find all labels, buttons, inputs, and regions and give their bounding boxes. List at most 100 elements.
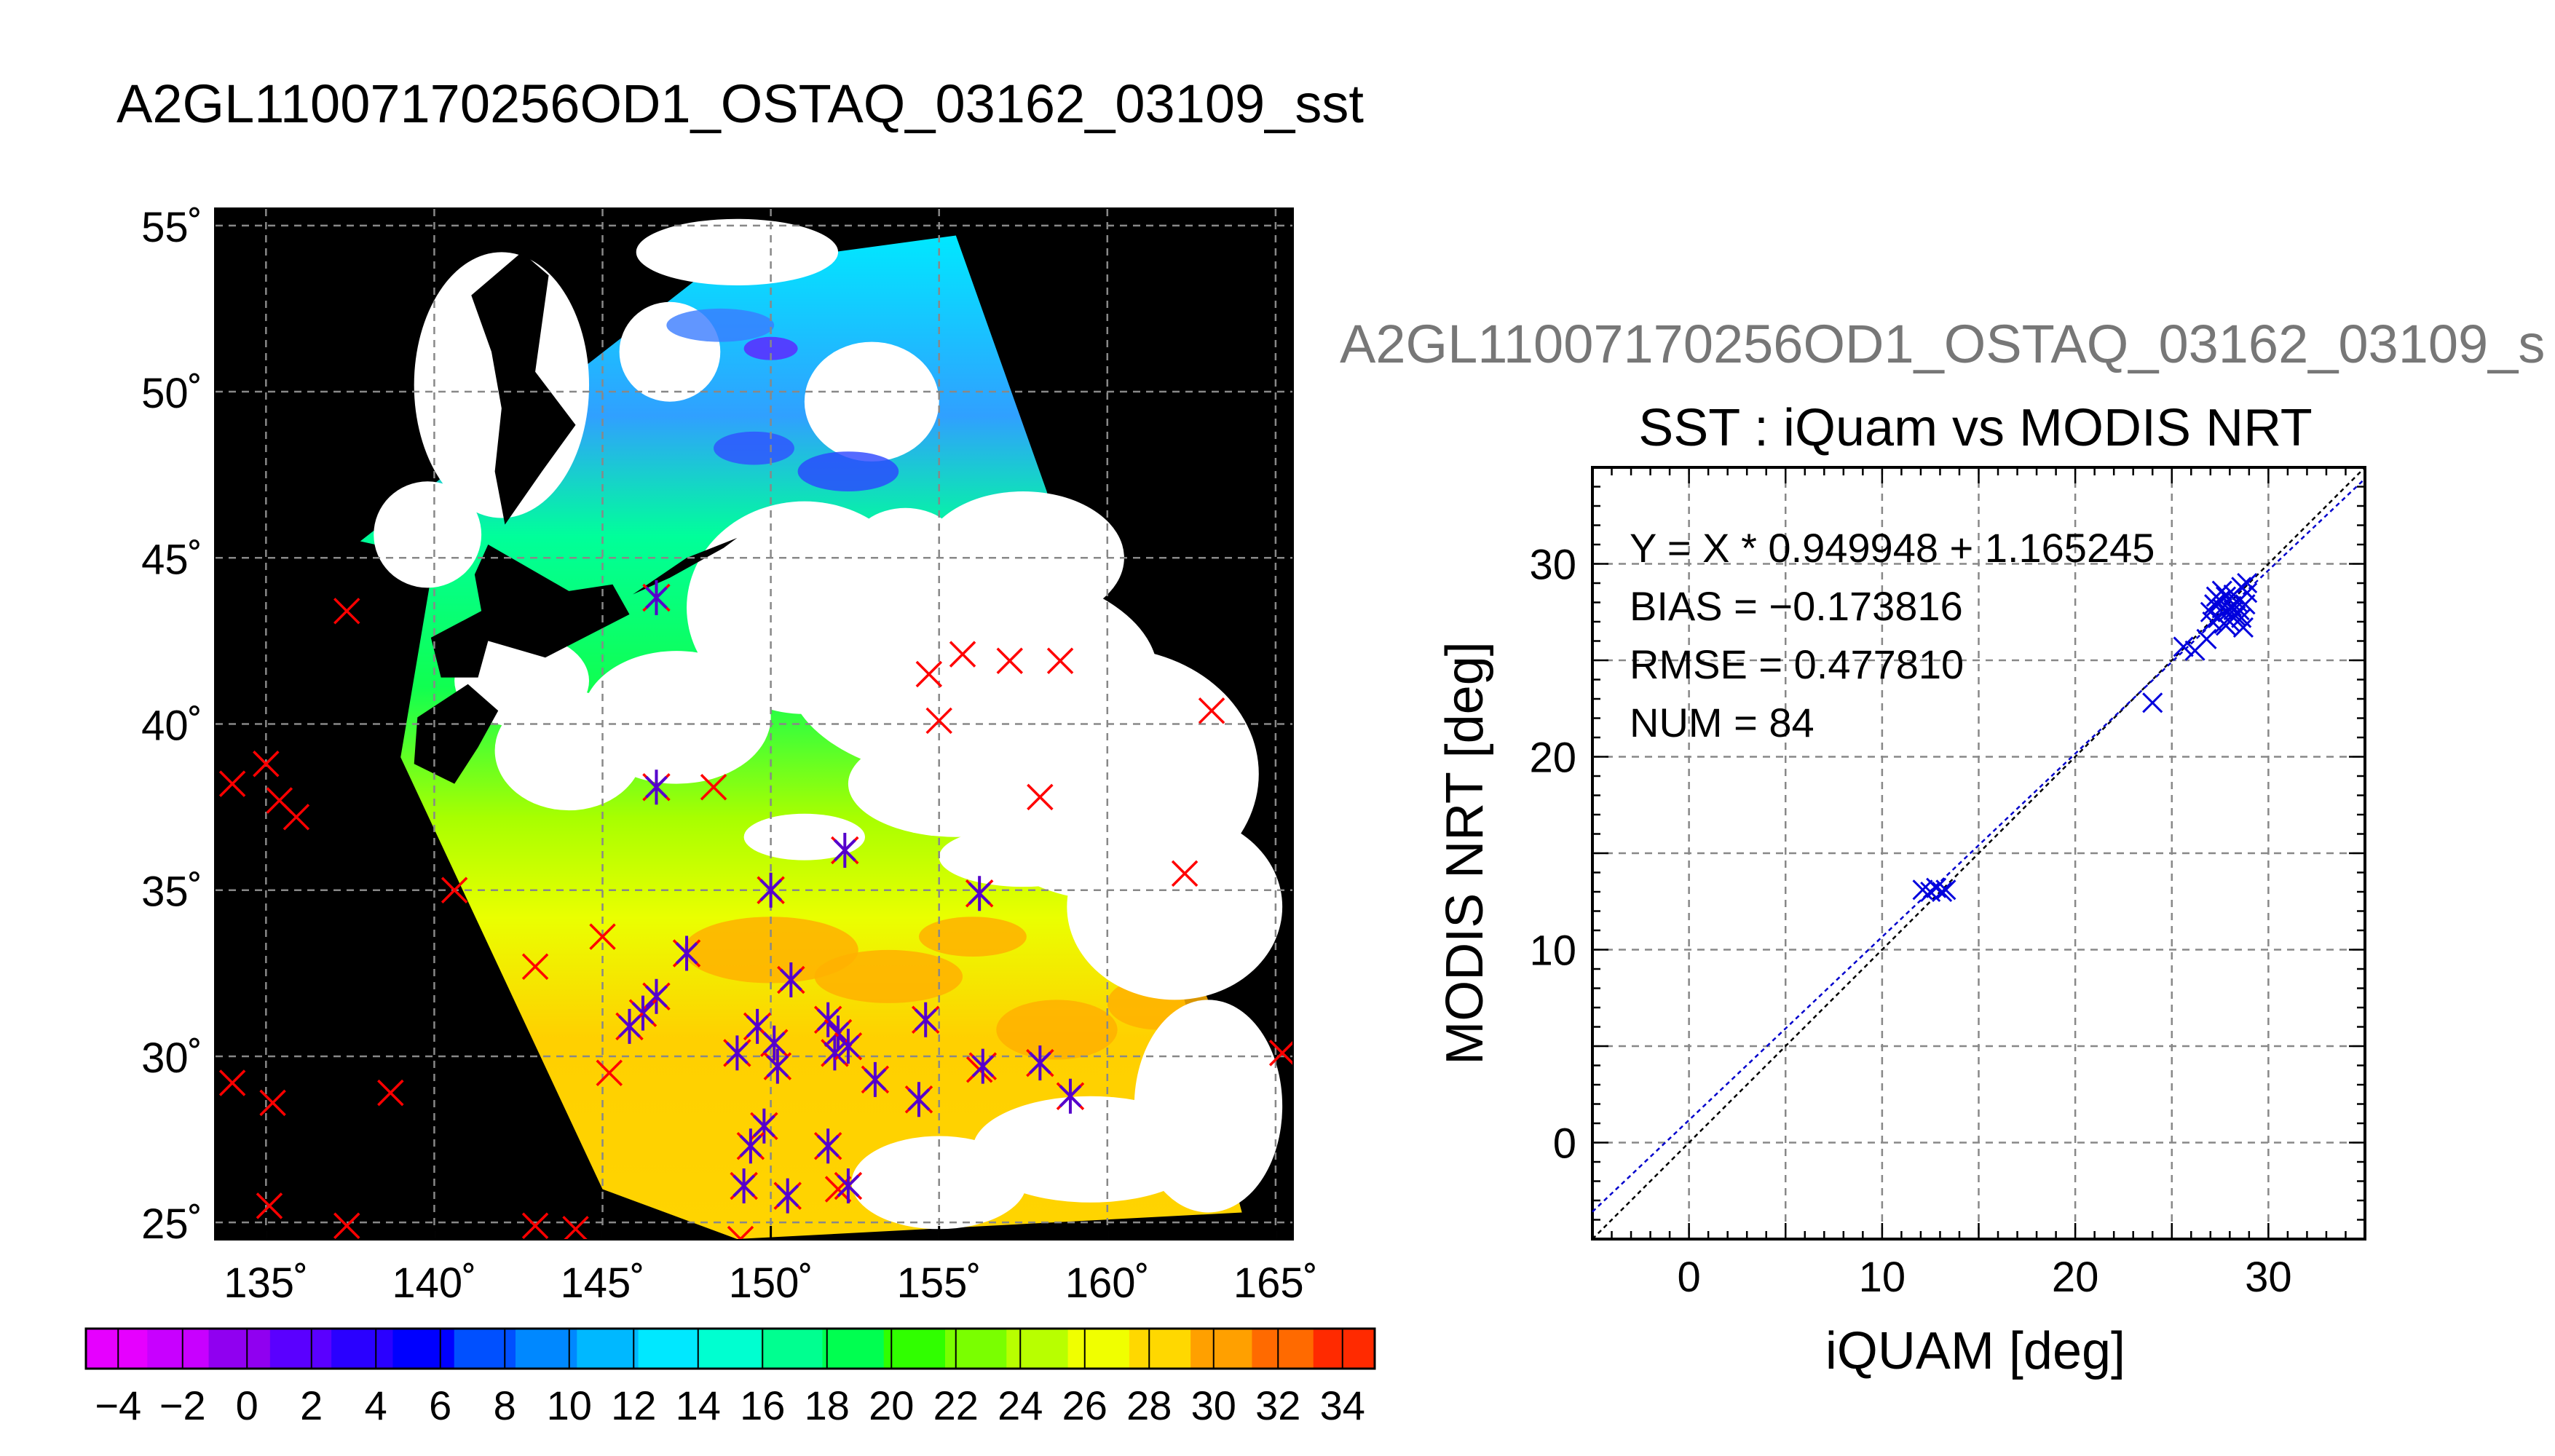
- star-diag: [752, 1115, 775, 1138]
- x-stroke: [1935, 879, 1956, 901]
- x-stroke: [253, 751, 280, 778]
- star-matchup-marker: [642, 769, 671, 805]
- star-diag: [824, 1041, 846, 1064]
- red-matchup-marker: [915, 660, 943, 688]
- colorbar-cell: [1067, 1329, 1130, 1369]
- map-y-tick-label: 30˚: [141, 1034, 202, 1082]
- colorbar-tick-label: 0: [236, 1382, 258, 1428]
- x-stroke: [1171, 860, 1198, 887]
- x-stroke: [700, 773, 727, 801]
- colorbar-cell: [699, 1329, 762, 1369]
- star-matchup-marker: [773, 1178, 802, 1214]
- colorbar-tick-label: 34: [1320, 1382, 1365, 1428]
- star-matchup-marker: [831, 832, 859, 868]
- scatter-point: [2173, 636, 2194, 657]
- scatter-y-tick-label: 10: [1529, 927, 1576, 975]
- star-diag: [645, 775, 668, 799]
- x-stroke: [259, 1089, 286, 1117]
- star-matchup-marker: [834, 1029, 863, 1064]
- red-matchup-marker: [1198, 697, 1225, 724]
- cloud-patch: [848, 730, 1064, 837]
- colorbar-tick-label: 30: [1191, 1382, 1236, 1428]
- star-diag: [971, 1055, 995, 1078]
- x-axis-label: iQUAM [deg]: [1825, 1322, 2125, 1380]
- star-matchup-marker: [904, 1082, 933, 1117]
- colorbar-tick-label: −4: [95, 1382, 141, 1428]
- warm-patch: [918, 917, 1027, 957]
- colorbar-tick-label: 10: [547, 1382, 592, 1428]
- star-matchup-marker: [757, 872, 785, 908]
- cold-patch: [666, 308, 775, 342]
- star-diag: [766, 1055, 789, 1078]
- x-stroke: [218, 770, 246, 797]
- x-stroke: [333, 1212, 360, 1239]
- cold-patch: [743, 336, 798, 360]
- star-diag: [816, 1134, 840, 1158]
- sst-map: 135˚ 140˚ 145˚ 150˚ 155˚ 160˚ 165˚ 25˚ 30˚ 35˚ 40˚…: [141, 204, 1318, 1307]
- star-matchup-marker: [615, 1008, 644, 1044]
- star-diag: [645, 586, 668, 609]
- star-diag: [914, 1008, 937, 1032]
- red-matchup-marker: [218, 770, 246, 797]
- map-title: A2GL11007170256OD1_OSTAQ_03162_03109_sst: [117, 74, 1364, 134]
- colorbar-cell: [86, 1329, 148, 1369]
- colorbar-cell: [1313, 1329, 1375, 1369]
- map-tick-labels: 135˚ 140˚ 145˚ 150˚ 155˚ 160˚ 165˚ 25˚ 30˚ 35˚ 40˚…: [141, 204, 1318, 1307]
- cloud-patch: [743, 813, 866, 860]
- cloud-patch: [804, 341, 939, 462]
- x-stroke: [283, 804, 310, 831]
- red-matchup-marker: [1027, 783, 1054, 811]
- x-stroke: [2237, 572, 2258, 594]
- star-diag: [618, 1015, 641, 1038]
- star-matchup-marker: [1056, 1078, 1085, 1114]
- colorbar-tick-label: 4: [365, 1382, 387, 1428]
- colorbar-cell: [392, 1329, 455, 1369]
- star-matchup-marker: [736, 1128, 765, 1164]
- x-stroke: [2173, 636, 2194, 657]
- star-matchup-marker: [1026, 1045, 1054, 1081]
- scatter-point: [2202, 611, 2223, 633]
- colorbar-cell: [516, 1329, 577, 1369]
- x-stroke: [218, 1069, 246, 1096]
- star-diag: [759, 879, 783, 902]
- colorbar-cell: [208, 1329, 271, 1369]
- colorbar-cell: [638, 1329, 700, 1369]
- red-matchup-marker: [562, 1216, 589, 1239]
- star-matchup-marker: [813, 1002, 842, 1037]
- map-x-tick-label: 150˚: [729, 1259, 813, 1307]
- land-shape: [430, 545, 630, 678]
- star-diag: [837, 1174, 860, 1198]
- red-matchup-marker: [1046, 647, 1074, 675]
- map-y-tick-label: 40˚: [141, 703, 202, 750]
- star-matchup-marker: [834, 1168, 863, 1203]
- x-stroke: [1932, 881, 1953, 903]
- scatter-y-tick-label: 20: [1529, 735, 1576, 782]
- red-matchup-marker: [521, 1212, 549, 1239]
- colorbar-tick-label: 24: [998, 1382, 1043, 1428]
- cold-patch: [714, 431, 794, 465]
- star-diag: [732, 1174, 756, 1198]
- red-matchup-marker: [256, 1192, 283, 1219]
- cloud-patch: [972, 1096, 1209, 1203]
- x-stroke: [441, 877, 468, 903]
- star-matchup-marker: [777, 962, 805, 997]
- x-stroke: [2215, 615, 2237, 636]
- scatter-point: [2196, 628, 2217, 649]
- x-stroke: [521, 953, 549, 980]
- map-x-tick-label: 145˚: [560, 1259, 644, 1307]
- colorbar-frame: [84, 1327, 1376, 1370]
- cloud-patch: [374, 481, 482, 588]
- star-diag: [645, 985, 668, 1008]
- star-matchup-marker: [672, 935, 701, 971]
- red-matchup-marker: [218, 1069, 246, 1096]
- scatter-header: A2GL11007170256OD1_OSTAQ_03162_03109_s: [1340, 314, 2546, 374]
- x-stroke: [333, 598, 360, 625]
- identity-line: [1592, 467, 2366, 1240]
- sst-scatter: SST : iQuam vs MODIS NRT 0 10 20 300102030 …: [1436, 399, 2366, 1380]
- colorbar-cell: [269, 1329, 332, 1369]
- x-stroke: [738, 1225, 754, 1239]
- red-matchup-marker: [596, 1059, 623, 1087]
- red-matchup-marker: [1268, 1040, 1292, 1067]
- red-matchup-marker: [727, 1225, 754, 1239]
- scatter-point: [2215, 615, 2237, 636]
